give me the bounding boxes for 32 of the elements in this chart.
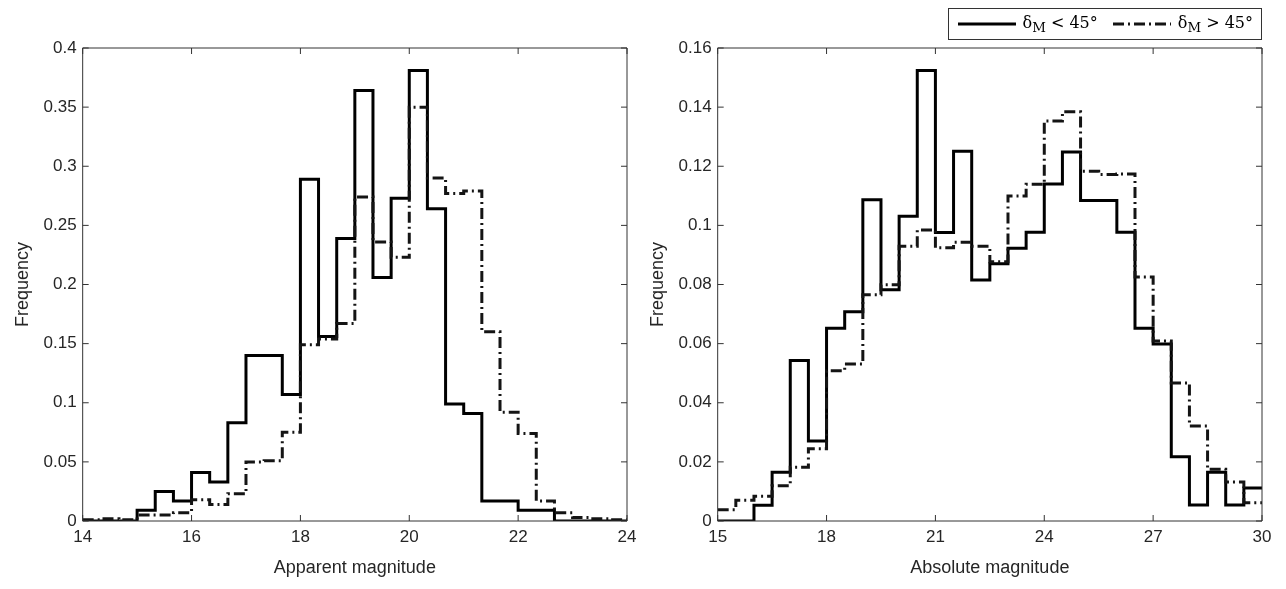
y-tick-label: 0.16 xyxy=(678,37,712,57)
y-tick-label: 0.1 xyxy=(53,392,77,412)
y-tick-label: 0.1 xyxy=(688,215,712,235)
y-tick-label: 0.12 xyxy=(678,155,712,175)
x-tick-label: 18 xyxy=(290,526,310,546)
y-tick-label: 0.4 xyxy=(53,37,77,57)
y-tick-label: 0.14 xyxy=(678,96,712,116)
y-tick-label: 0.2 xyxy=(53,274,77,294)
y-tick-label: 0.02 xyxy=(678,451,712,471)
y-tick-label: 0.06 xyxy=(678,333,712,353)
x-tick-label: 21 xyxy=(925,526,945,546)
x-tick-label: 18 xyxy=(817,526,837,546)
y-axis-title: Frequency xyxy=(11,241,32,328)
x-tick-label: 24 xyxy=(617,526,637,546)
x-tick-label: 30 xyxy=(1252,526,1272,546)
x-axis-title: Absolute magnitude xyxy=(910,557,1070,578)
legend-label: δ$_{M}$ > 45° xyxy=(1177,13,1253,36)
y-tick-label: 0.3 xyxy=(53,155,77,175)
y-axis-title: Frequency xyxy=(646,241,667,328)
y-tick-label: 0.08 xyxy=(678,274,712,294)
x-tick-label: 20 xyxy=(399,526,419,546)
x-tick-label: 27 xyxy=(1143,526,1163,546)
x-tick-label: 22 xyxy=(508,526,528,546)
y-tick-label: 0.05 xyxy=(43,451,77,471)
y-tick-label: 0.15 xyxy=(43,333,77,353)
legend-label: δ$_{M}$ < 45° xyxy=(1022,13,1098,36)
x-axis-title: Apparent magnitude xyxy=(273,557,436,578)
y-tick-label: 0.04 xyxy=(678,392,712,412)
y-tick-label: 0.25 xyxy=(43,215,77,235)
x-tick-label: 24 xyxy=(1034,526,1054,546)
y-tick-label: 0.35 xyxy=(43,96,77,116)
x-tick-label: 16 xyxy=(182,526,202,546)
